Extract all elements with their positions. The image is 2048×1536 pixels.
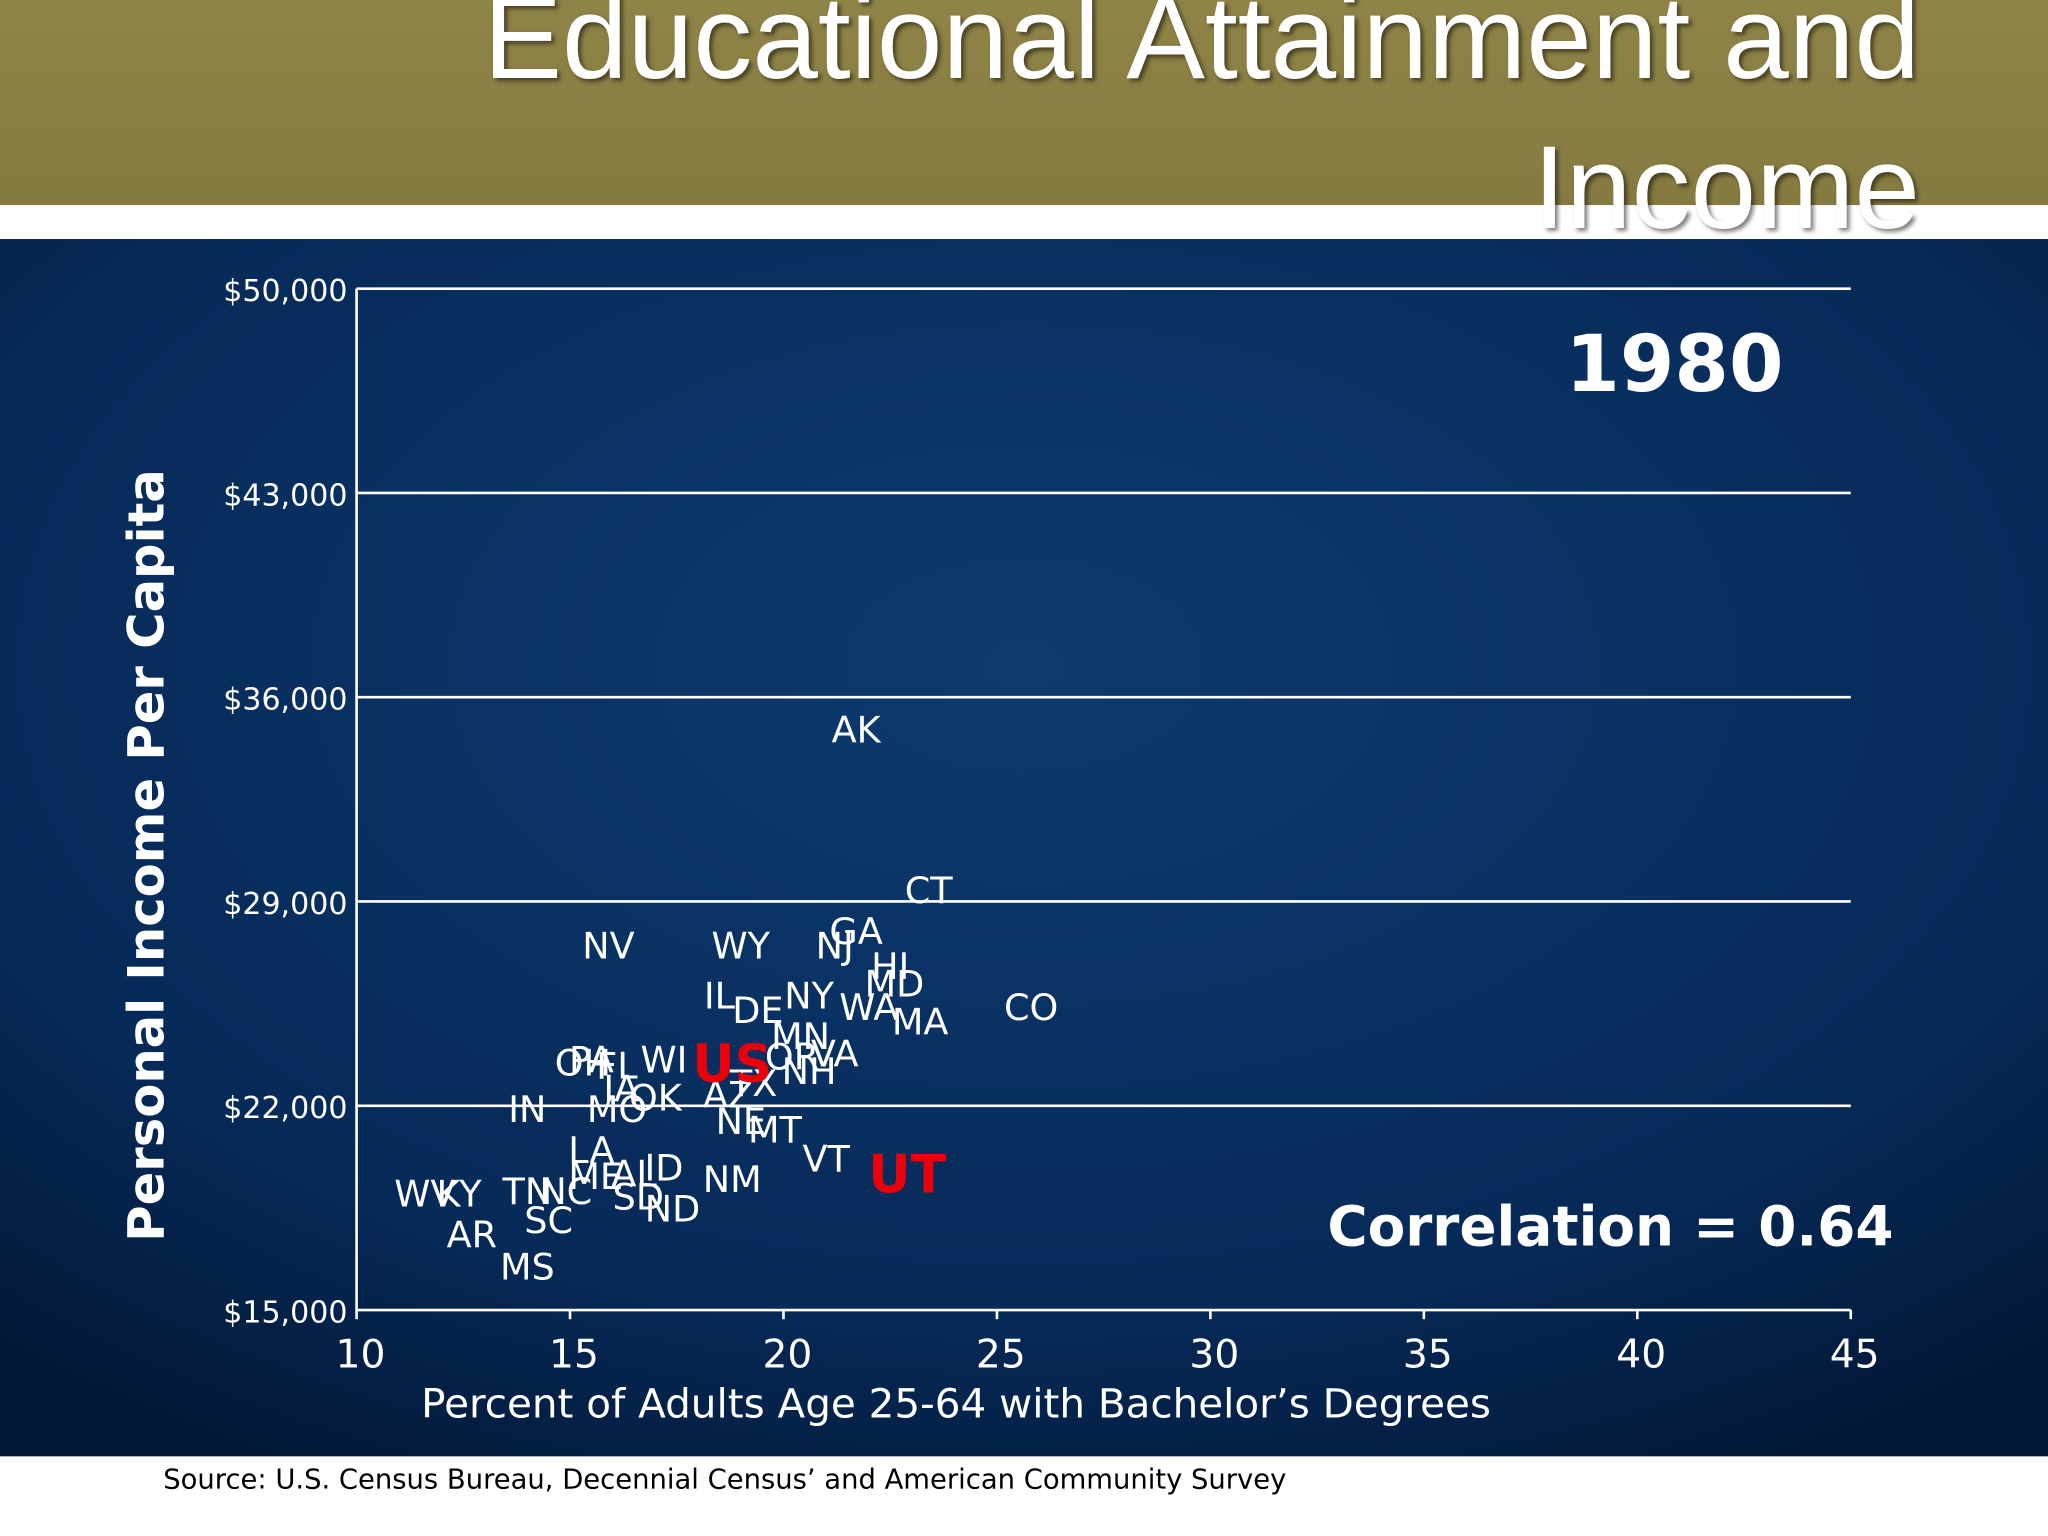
point-label: MT: [748, 1109, 803, 1152]
point-label: FL: [596, 1044, 638, 1087]
y-tick-label: $50,000: [223, 274, 347, 309]
point-label: DE: [732, 989, 783, 1032]
y-tick-label: $22,000: [223, 1091, 347, 1126]
x-tick-label: 15: [549, 1333, 599, 1378]
point-label: CO: [1004, 986, 1058, 1029]
point-label: US: [692, 1035, 772, 1095]
point-label: AZ: [703, 1074, 753, 1117]
y-tick-label: $15,000: [223, 1295, 347, 1330]
point-label: MA: [892, 1001, 949, 1044]
point-label: IL: [704, 974, 736, 1017]
point-label: AK: [832, 709, 882, 752]
correlation-label: Correlation = 0.64: [1327, 1194, 1893, 1258]
point-label: NJ: [816, 925, 854, 968]
point-label: AR: [447, 1214, 497, 1257]
point-label: TN: [501, 1170, 552, 1213]
point-label: OK: [629, 1076, 683, 1119]
point-label: CT: [905, 869, 954, 912]
point-label: GA: [829, 910, 882, 953]
point-label: AL: [611, 1152, 657, 1195]
x-tick-label: 25: [976, 1333, 1026, 1378]
point-label: WY: [712, 925, 771, 968]
page-title: Educational Attainment and Income: [483, 0, 1920, 254]
point-label: MD: [865, 963, 925, 1006]
x-tick-label: 20: [762, 1333, 812, 1378]
chart-panel: [0, 239, 2048, 1457]
x-axis-title: Percent of Adults Age 25-64 with Bachelo…: [421, 1380, 1491, 1428]
point-label: IA: [603, 1068, 639, 1111]
point-label: VT: [802, 1138, 850, 1181]
point-label: LA: [568, 1129, 614, 1172]
point-label: MS: [500, 1246, 555, 1289]
x-tick-label: 40: [1616, 1333, 1666, 1378]
x-tick-label: 35: [1403, 1333, 1453, 1378]
point-label: VA: [811, 1033, 859, 1076]
point-label: PA: [569, 1038, 614, 1081]
point-label: MO: [587, 1088, 647, 1131]
point-label: WA: [839, 986, 898, 1029]
point-label: NY: [784, 974, 834, 1017]
point-label: KY: [437, 1173, 483, 1216]
point-label: SD: [613, 1176, 664, 1219]
x-tick-label: 30: [1189, 1333, 1239, 1378]
point-label: ME: [568, 1155, 623, 1198]
y-tick-label: $29,000: [223, 887, 347, 922]
x-tick-label: 10: [336, 1333, 386, 1378]
point-label: SC: [524, 1199, 573, 1242]
point-label: HI: [871, 945, 909, 988]
year-annotation: 1980: [1565, 319, 1783, 410]
y-axis-title: Personal Income Per Capita: [118, 469, 176, 1242]
point-label: IN: [508, 1088, 546, 1131]
point-label: NM: [703, 1158, 762, 1201]
point-label: NH: [782, 1050, 837, 1093]
x-tick-label: 45: [1830, 1333, 1880, 1378]
y-tick-label: $43,000: [223, 478, 347, 513]
point-label: MN: [771, 1015, 830, 1058]
point-label: WI: [640, 1038, 687, 1081]
point-label: NV: [582, 925, 634, 968]
source-note: Source: U.S. Census Bureau, Decennial Ce…: [163, 1465, 1286, 1496]
y-tick-label: $36,000: [223, 683, 347, 718]
point-label: ID: [644, 1146, 683, 1189]
point-label: NC: [539, 1170, 592, 1213]
point-label: OH: [555, 1041, 611, 1084]
point-label: TX: [729, 1062, 777, 1105]
point-label: WV: [394, 1173, 455, 1216]
point-label: OR: [765, 1036, 819, 1079]
header-band: [0, 0, 2048, 206]
point-label: UT: [868, 1146, 946, 1206]
point-label: NE: [716, 1100, 766, 1143]
point-label: ND: [645, 1187, 701, 1230]
